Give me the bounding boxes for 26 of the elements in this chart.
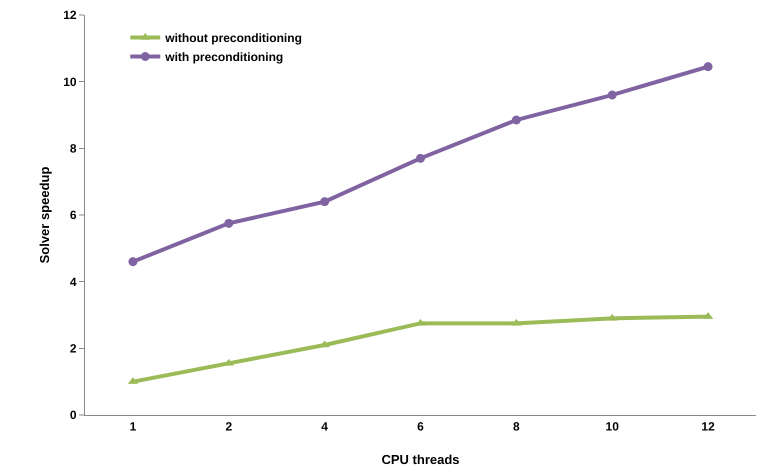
point — [608, 90, 617, 100]
x-tick-label: 8 — [513, 419, 520, 434]
point — [512, 116, 521, 124]
y-tick-label: 10 — [63, 74, 77, 89]
x-tick-label: 2 — [225, 419, 232, 434]
legend-label: without preconditioning — [164, 31, 302, 46]
point — [128, 257, 138, 266]
point — [320, 197, 330, 206]
point — [416, 154, 425, 163]
y-tick-label: 8 — [70, 142, 77, 156]
y-tick-label: 2 — [70, 342, 77, 356]
x-axis-title: CPU threads — [381, 452, 460, 467]
x-tick-label: 12 — [701, 419, 716, 434]
x-tick-label: 4 — [321, 419, 328, 434]
legend-label: with preconditioning — [164, 50, 284, 64]
x-tick-label: 10 — [606, 419, 620, 434]
y-tick-label: 6 — [70, 208, 77, 222]
y-tick-label: 12 — [63, 8, 77, 22]
point — [607, 314, 618, 321]
point — [224, 218, 234, 228]
y-tick-label: 4 — [70, 274, 77, 289]
y-axis-title: Solver speedup — [37, 166, 52, 264]
y-tick-label: 0 — [70, 408, 77, 422]
x-tick-label: 1 — [130, 419, 137, 434]
x-tick-label: 6 — [417, 419, 424, 434]
point — [704, 62, 713, 72]
